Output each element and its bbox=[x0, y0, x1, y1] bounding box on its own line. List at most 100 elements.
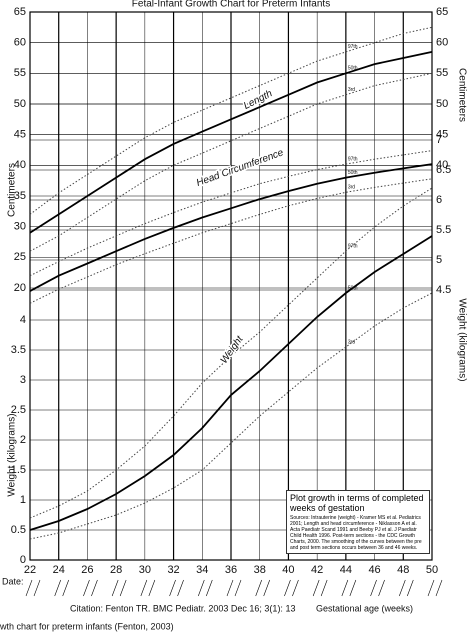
y-tick-label: 20 bbox=[14, 282, 26, 294]
y-tick-label: 1 bbox=[20, 494, 26, 506]
x-tick-label: 30 bbox=[139, 564, 151, 576]
x-tick-label: 38 bbox=[254, 564, 266, 576]
series-line bbox=[29, 178, 433, 304]
citation: Citation: Fenton TR. BMC Pediatr. 2003 D… bbox=[70, 603, 295, 613]
right-y-axis-label: Centimeters bbox=[456, 68, 467, 122]
y-tick-label: 2.5 bbox=[11, 404, 26, 416]
x-tick-label: 24 bbox=[53, 564, 65, 576]
percentile-label: 3rd bbox=[348, 185, 355, 191]
y-tick-label: 30 bbox=[14, 221, 26, 233]
date-slash bbox=[198, 579, 205, 597]
right-y-tick-label: 45 bbox=[436, 129, 448, 141]
right-y-tick-label: 5.5 bbox=[436, 224, 451, 236]
y2-axis-label: Weight (kilograms) bbox=[7, 413, 18, 496]
date-slash bbox=[255, 579, 262, 597]
series-line bbox=[29, 235, 433, 531]
date-slash bbox=[54, 579, 61, 597]
y-tick-label: 25 bbox=[14, 251, 26, 263]
x-tick-label: 42 bbox=[311, 564, 323, 576]
date-slash bbox=[427, 579, 435, 597]
plot-area bbox=[29, 11, 433, 561]
series-line bbox=[29, 26, 433, 215]
percentile-label: 97th bbox=[348, 156, 358, 162]
x-tick-label: 28 bbox=[110, 564, 122, 576]
right-y-tick-label: 50 bbox=[436, 98, 448, 110]
right-y-tick-label: 55 bbox=[436, 67, 448, 79]
x-tick-label: 32 bbox=[167, 564, 179, 576]
note-box: Plot growth in terms of completed weeks … bbox=[286, 490, 430, 554]
series-line bbox=[29, 292, 433, 540]
date-slash bbox=[25, 579, 33, 597]
right-y-tick-label: 60 bbox=[436, 37, 448, 49]
date-slash bbox=[312, 579, 320, 597]
percentile-label: 3rd bbox=[348, 339, 355, 345]
x-tick-label: 44 bbox=[340, 564, 352, 576]
date-slash bbox=[226, 579, 234, 597]
y-tick-label: 45 bbox=[14, 129, 26, 141]
right-y-tick-label: 6.5 bbox=[436, 164, 451, 176]
date-slash bbox=[320, 579, 328, 597]
percentile-label: 97th bbox=[348, 243, 358, 249]
note-title: Plot growth in terms of completed weeks … bbox=[290, 493, 424, 513]
x-tick-label: 50 bbox=[426, 564, 438, 576]
date-slash bbox=[234, 579, 242, 597]
date-slash bbox=[341, 579, 349, 597]
date-slash bbox=[169, 579, 176, 597]
date-slash bbox=[91, 579, 98, 597]
date-slash bbox=[140, 579, 148, 597]
date-slash bbox=[148, 579, 156, 597]
date-slash bbox=[435, 579, 443, 597]
y-tick-label: 3.5 bbox=[11, 344, 26, 356]
note-text: Sources: Intrauterine (weight) - Kramer … bbox=[290, 515, 422, 551]
series-line bbox=[29, 72, 433, 252]
y-tick-label: 60 bbox=[14, 37, 26, 49]
y-tick-label: 55 bbox=[14, 67, 26, 79]
date-slash bbox=[83, 579, 90, 597]
y-tick-label: 3 bbox=[20, 374, 26, 386]
series-line bbox=[29, 150, 433, 277]
date-slash bbox=[407, 579, 414, 597]
curve-label: Head Circumference bbox=[195, 147, 285, 189]
right-y-tick-label: 4.5 bbox=[436, 284, 451, 296]
x-axis-label: Gestational age (weeks) bbox=[316, 603, 413, 613]
date-label: Date: bbox=[2, 576, 24, 586]
y-axis-label: Centimeters bbox=[7, 163, 18, 217]
series-line bbox=[29, 187, 433, 519]
x-tick-label: 46 bbox=[368, 564, 380, 576]
x-tick-label: 34 bbox=[196, 564, 208, 576]
series-line bbox=[29, 51, 433, 234]
date-slash bbox=[111, 579, 119, 597]
chart-title: Fetal-Infant Growth Chart for Preterm In… bbox=[132, 0, 330, 10]
x-tick-label: 26 bbox=[81, 564, 93, 576]
x-tick-label: 36 bbox=[225, 564, 237, 576]
x-tick-label: 22 bbox=[24, 564, 36, 576]
series-line bbox=[29, 163, 433, 292]
y-tick-label: 2 bbox=[20, 434, 26, 446]
curve-label: Weight bbox=[219, 333, 246, 366]
right-y2-axis-label: Weight (kilograms) bbox=[456, 298, 467, 381]
percentile-label: 50th bbox=[348, 285, 358, 291]
date-slash bbox=[284, 579, 291, 597]
date-slash bbox=[263, 579, 270, 597]
percentile-label: 50th bbox=[348, 170, 358, 176]
y-tick-label: 35 bbox=[14, 190, 26, 202]
y-tick-label: 40 bbox=[14, 159, 26, 171]
y-tick-label: 1.5 bbox=[11, 464, 26, 476]
date-slash bbox=[206, 579, 213, 597]
right-y-tick-label: 40 bbox=[436, 159, 448, 171]
percentile-label: 50th bbox=[348, 66, 358, 72]
percentile-label: 3rd bbox=[348, 87, 355, 93]
y-tick-label: 50 bbox=[14, 98, 26, 110]
right-y-tick-label: 65 bbox=[436, 6, 448, 18]
date-slash bbox=[370, 579, 377, 597]
date-slash bbox=[33, 579, 41, 597]
date-slash bbox=[399, 579, 406, 597]
date-slash bbox=[378, 579, 385, 597]
y-tick-label: 0.5 bbox=[11, 524, 26, 536]
right-y-tick-label: 7 bbox=[436, 134, 442, 146]
percentile-label: 97th bbox=[348, 44, 358, 50]
caption: wth chart for preterm infants (Fenton, 2… bbox=[0, 621, 174, 631]
x-tick-label: 48 bbox=[397, 564, 409, 576]
